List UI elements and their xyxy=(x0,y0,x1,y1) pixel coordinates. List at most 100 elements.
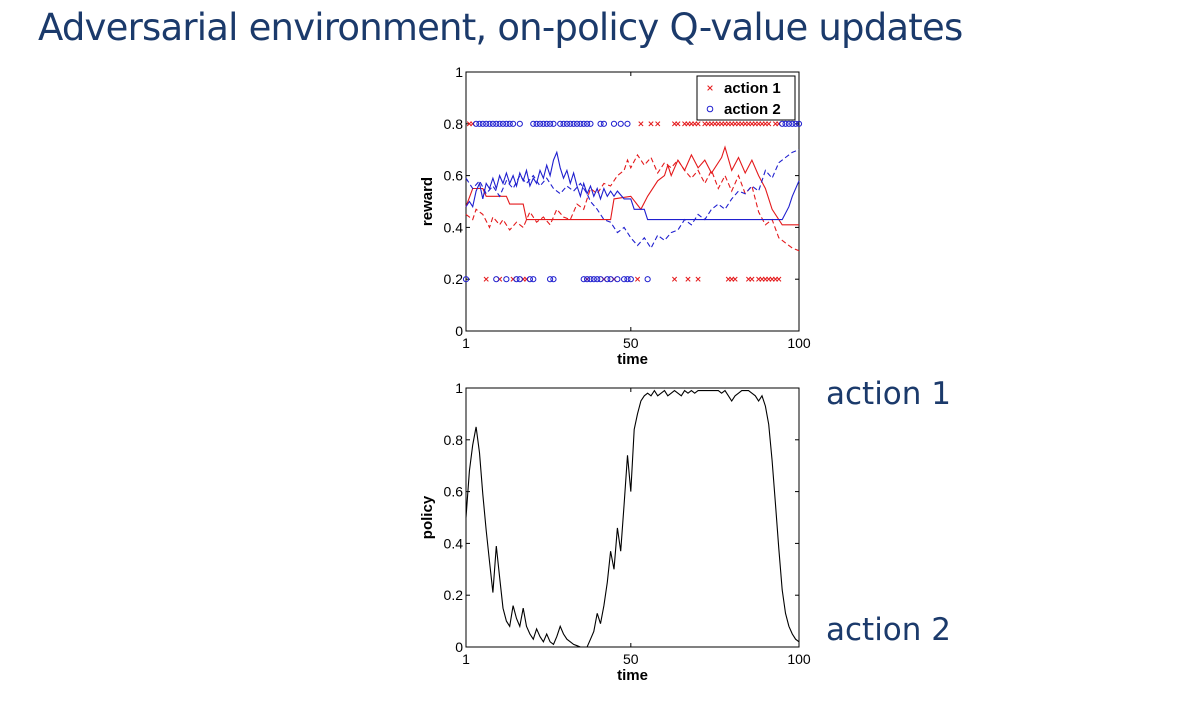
action-2-marker xyxy=(546,276,554,283)
action-2-marker xyxy=(533,120,540,127)
action-1-marker xyxy=(776,276,782,282)
action-2-marker xyxy=(597,276,604,283)
action-2-marker xyxy=(506,120,513,127)
action-2-marker xyxy=(573,120,581,127)
legend-label: action 1 xyxy=(724,80,781,97)
action-2-marker xyxy=(472,120,480,127)
action-2-marker xyxy=(516,276,523,283)
action-2-marker xyxy=(530,276,537,283)
action-2-marker xyxy=(483,120,490,127)
x-tick-label: 100 xyxy=(787,335,811,351)
legend-label: action 2 xyxy=(724,101,781,118)
legend-entry: action 1 xyxy=(707,80,781,97)
y-tick-label: 1 xyxy=(455,64,463,80)
action-2-marker xyxy=(550,120,557,127)
action-2-marker xyxy=(590,276,597,283)
x-axis-label: time xyxy=(617,667,648,684)
action-2-marker xyxy=(600,120,608,127)
x-tick-label: 50 xyxy=(623,651,639,667)
x-tick-label: 100 xyxy=(787,651,811,667)
policy-line xyxy=(465,389,800,648)
action-2-marker xyxy=(567,120,574,127)
action-1-label: action 1 xyxy=(826,376,951,412)
action-2-marker xyxy=(624,276,631,283)
slide-title: Adversarial environment, on-policy Q-val… xyxy=(38,6,963,49)
y-tick-label: 1 xyxy=(455,380,463,396)
action-2-marker xyxy=(617,120,624,127)
action-2-marker xyxy=(530,120,537,127)
action-2-marker xyxy=(583,276,591,283)
action-2-marker xyxy=(779,120,786,127)
action-2-marker xyxy=(792,120,799,127)
q-value-dashed-line xyxy=(465,153,800,252)
action-1-marker xyxy=(695,276,701,282)
action-2-marker xyxy=(486,120,493,127)
y-tick-label: 0.8 xyxy=(444,116,464,132)
legend: action 1 action 2 xyxy=(696,75,796,121)
q-value-dashed-line xyxy=(465,149,800,250)
action-2-label: action 2 xyxy=(826,612,951,648)
action-2-marker xyxy=(509,120,517,127)
plot-frame xyxy=(465,387,800,648)
action-2-marker xyxy=(476,120,483,127)
action-2-marker xyxy=(462,276,470,283)
legend-entry: action 2 xyxy=(706,101,781,118)
action-2-marker xyxy=(624,120,631,127)
y-tick-label: 0.2 xyxy=(444,271,464,287)
x-tick-label: 1 xyxy=(462,335,470,351)
action-1-marker xyxy=(695,121,701,127)
action-2-marker xyxy=(604,276,611,283)
action-1-marker xyxy=(766,121,772,127)
action-2-marker xyxy=(526,276,534,283)
action-2-marker xyxy=(789,120,796,127)
q-value-solid-line xyxy=(465,145,799,226)
action-2-marker xyxy=(516,120,523,127)
action-2-marker xyxy=(594,276,601,283)
action-1-marker xyxy=(671,276,678,282)
action-2-marker xyxy=(580,276,587,283)
action-2-marker xyxy=(610,120,618,127)
action-2-marker xyxy=(785,120,793,127)
action-2-marker xyxy=(496,120,503,127)
action-2-marker xyxy=(782,120,789,127)
action-2-marker xyxy=(644,276,651,283)
x-tick-label: 1 xyxy=(462,651,470,667)
action-2-marker xyxy=(583,120,591,127)
policy-chart: 0 0.2 0.4 0.6 0.8 1 1 50 100 time policy xyxy=(419,380,811,684)
action-2-marker xyxy=(614,276,621,283)
q-value-solid-line xyxy=(465,150,800,221)
action-2-marker xyxy=(540,120,547,127)
action-1-marker xyxy=(648,121,654,127)
y-tick-label: 0.4 xyxy=(444,535,464,551)
action-1-marker xyxy=(749,276,755,282)
action-2-marker xyxy=(493,276,500,283)
action-2-marker xyxy=(587,276,594,283)
y-axis-label: reward xyxy=(419,177,436,226)
action-1-marker xyxy=(685,276,691,282)
action-1-marker xyxy=(675,121,681,127)
action-2-marker xyxy=(580,120,587,127)
action-2-marker xyxy=(563,120,571,127)
action-1-marker xyxy=(483,276,489,282)
action-2-marker xyxy=(546,120,554,127)
action-2-marker xyxy=(795,120,803,127)
action-2-marker xyxy=(550,276,557,283)
action-2-marker xyxy=(536,120,544,127)
plot-frame xyxy=(465,71,800,332)
y-tick-label: 0.4 xyxy=(444,219,464,235)
action-2-marker xyxy=(597,120,604,127)
y-tick-label: 0.8 xyxy=(444,432,464,448)
action-2-marker xyxy=(489,120,497,127)
y-tick-label: 0.6 xyxy=(444,484,464,500)
x-axis-label: time xyxy=(617,351,648,368)
action-2-marker xyxy=(543,120,550,127)
action-2-marker xyxy=(607,276,614,283)
action-2-marker xyxy=(577,120,584,127)
action-2-marker xyxy=(560,120,567,127)
action-2-marker xyxy=(479,120,486,127)
action-1-marker xyxy=(638,121,644,127)
x-tick-label: 50 xyxy=(623,335,639,351)
action-2-marker xyxy=(493,120,500,127)
action-2-marker xyxy=(503,276,510,283)
y-axis-label: policy xyxy=(419,495,436,539)
